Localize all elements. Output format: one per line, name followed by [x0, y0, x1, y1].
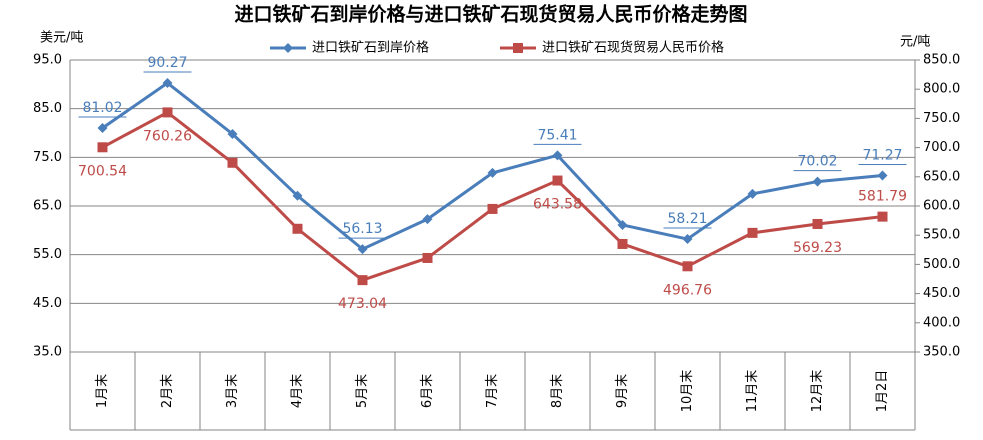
- point: [812, 218, 823, 229]
- point: [747, 227, 758, 238]
- point: [357, 275, 368, 286]
- point: [227, 157, 238, 168]
- y2-tick-label: 800.0: [923, 82, 960, 97]
- data-label: 496.76: [663, 282, 712, 298]
- legend-marker: [283, 43, 293, 53]
- point: [877, 170, 888, 181]
- y-tick-label: 75.0: [33, 150, 62, 165]
- x-tick-label: 11月末: [745, 370, 760, 413]
- point: [812, 176, 823, 187]
- x-tick-label: 5月末: [355, 374, 370, 408]
- point: [97, 123, 108, 134]
- x-tick-label: 1月末: [95, 374, 110, 408]
- y-axis-label: 美元/吨: [40, 31, 83, 46]
- x-tick-label: 2月末: [160, 374, 175, 408]
- y2-tick-label: 650.0: [923, 169, 960, 184]
- y2-tick-label: 400.0: [923, 315, 960, 330]
- data-label: 75.41: [537, 127, 577, 143]
- point: [422, 214, 433, 225]
- y2-tick-label: 350.0: [923, 345, 960, 360]
- point: [552, 150, 563, 161]
- data-label: 643.58: [533, 197, 582, 213]
- data-label: 70.02: [797, 154, 837, 170]
- y-tick-label: 65.0: [33, 199, 62, 214]
- point: [487, 167, 498, 178]
- x-tick-label: 12月末: [810, 370, 825, 413]
- point: [682, 261, 693, 272]
- y-tick-label: 55.0: [33, 247, 62, 262]
- point: [227, 128, 238, 139]
- data-label: 56.13: [342, 221, 382, 237]
- data-label: 58.21: [667, 211, 707, 227]
- y-tick-label: 35.0: [33, 345, 62, 360]
- y2-tick-label: 450.0: [923, 286, 960, 301]
- series-line: [101, 81, 883, 251]
- y-tick-label: 95.0: [33, 53, 62, 68]
- point: [877, 211, 888, 222]
- x-tick-label: 4月末: [290, 374, 305, 408]
- legend-label: 进口铁矿石到岸价格: [312, 40, 429, 56]
- x-tick-label: 10月末: [680, 370, 695, 413]
- x-tick-label: 9月末: [615, 374, 630, 408]
- point: [292, 223, 303, 234]
- y-tick-label: 45.0: [33, 296, 62, 311]
- point: [357, 244, 368, 255]
- y2-tick-label: 550.0: [923, 228, 960, 243]
- x-tick-label: 8月末: [550, 374, 565, 408]
- x-tick-label: 7月末: [485, 374, 500, 408]
- y2-tick-label: 700.0: [923, 140, 960, 155]
- point: [617, 219, 628, 230]
- data-label: 473.04: [338, 296, 387, 312]
- point: [292, 190, 303, 201]
- point: [97, 142, 108, 153]
- y2-axis-label: 元/吨: [900, 35, 930, 50]
- y-tick-label: 85.0: [33, 101, 62, 116]
- data-label: 760.26: [143, 128, 192, 144]
- legend-label: 进口铁矿石现货贸易人民币价格: [542, 40, 724, 56]
- data-label: 71.27: [862, 147, 902, 163]
- chart-title: 进口铁矿石到岸价格与进口铁矿石现货贸易人民币价格走势图: [234, 3, 747, 26]
- point: [162, 78, 173, 89]
- data-label: 81.02: [82, 100, 122, 116]
- legend-marker: [513, 43, 523, 53]
- y2-tick-label: 500.0: [923, 257, 960, 272]
- y2-tick-label: 750.0: [923, 111, 960, 126]
- y2-tick-label: 600.0: [923, 199, 960, 214]
- x-tick-label: 6月末: [420, 374, 435, 408]
- point: [747, 188, 758, 199]
- point: [422, 252, 433, 263]
- y2-tick-label: 850.0: [923, 53, 960, 68]
- data-label: 581.79: [858, 189, 907, 205]
- point: [487, 203, 498, 214]
- point: [552, 175, 563, 186]
- point: [682, 234, 693, 245]
- x-tick-label: 3月末: [225, 374, 240, 408]
- data-label: 569.23: [793, 240, 842, 256]
- point: [162, 107, 173, 118]
- data-label: 90.27: [147, 55, 187, 71]
- data-label: 700.54: [78, 163, 127, 179]
- point: [617, 238, 628, 249]
- x-tick-label: 1月2日: [875, 370, 890, 413]
